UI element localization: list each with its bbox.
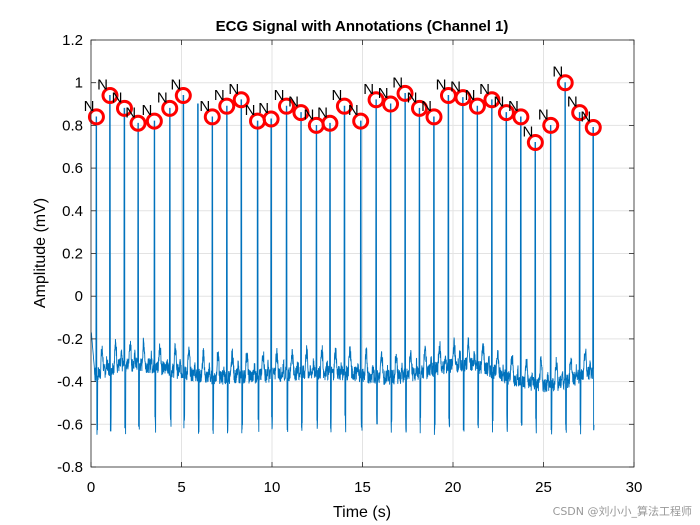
annotation-marker (584, 119, 602, 137)
annotation-label: N (494, 94, 505, 111)
annotation-marker (352, 112, 370, 130)
y-tick-label: 0.6 (62, 160, 83, 177)
annotation-marker (468, 97, 486, 115)
annotation-label: N (392, 74, 403, 91)
annotation-label: N (112, 89, 123, 106)
annotation-marker (542, 116, 560, 134)
annotation-marker (396, 84, 414, 102)
annotation-marker (497, 104, 515, 122)
x-tick-label: 20 (445, 479, 462, 496)
annotation-label: N (199, 98, 210, 115)
annotation-label: N (580, 109, 591, 126)
annotation-marker (425, 108, 443, 126)
annotation-label: N (567, 94, 578, 111)
annotation-label: N (552, 64, 563, 81)
x-tick-label: 30 (626, 479, 643, 496)
annotation-label: N (84, 98, 95, 115)
annotation-label: N (332, 87, 343, 104)
annotation-marker (232, 91, 250, 109)
y-tick-label: -0.4 (57, 374, 83, 391)
ecg-signal-line (90, 82, 595, 435)
annotation-marker (174, 87, 192, 105)
annotation-marker (262, 110, 280, 128)
y-tick-label: 0.4 (62, 203, 83, 220)
annotation-label: N (142, 102, 153, 119)
y-axis-label: Amplitude (mV) (32, 198, 49, 308)
watermark: CSDN @刘小小_算法工程师 (553, 504, 692, 518)
chart-title: ECG Signal with Annotations (Channel 1) (216, 18, 509, 35)
annotation-marker (483, 91, 501, 109)
y-tick-label: 0.2 (62, 246, 83, 263)
annotation-marker (203, 108, 221, 126)
y-tick-label: -0.2 (57, 331, 83, 348)
annotation-marker (161, 99, 179, 117)
annotation-label: N (170, 77, 181, 94)
annotation-marker (454, 89, 472, 107)
annotation-label: N (479, 81, 490, 98)
x-tick-label: 10 (264, 479, 281, 496)
annotation-marker (367, 91, 385, 109)
annotation-label: N (363, 81, 374, 98)
annotation-marker (526, 133, 544, 151)
x-tick-label: 5 (177, 479, 185, 496)
y-tick-label: 1.2 (62, 32, 83, 49)
annotation-marker (571, 104, 589, 122)
x-tick-label: 15 (354, 479, 371, 496)
annotation-label: N (214, 87, 225, 104)
tick-layer: 0 5 10 15 20 25 30 -0.8 -0.6 -0.4 -0.2 0 0.2 0.4 0.6 0.… (57, 32, 642, 496)
annotation-label: N (348, 102, 359, 119)
annotation-label: N (450, 79, 461, 96)
annotation-label: N (274, 87, 285, 104)
annotation-label: N (407, 89, 418, 106)
annotation-marker (556, 74, 574, 92)
annotation-label: N (125, 104, 136, 121)
annotation-label: N (317, 104, 328, 121)
annotation-label: N (258, 100, 269, 117)
x-axis-label: Time (s) (333, 504, 391, 521)
annotation-marker (292, 104, 310, 122)
annotation-label: N (436, 77, 447, 94)
annotation-label: N (228, 81, 239, 98)
annotation-marker (87, 108, 105, 126)
annotation-label: N (465, 87, 476, 104)
annotation-marker (335, 97, 353, 115)
annotation-marker (382, 95, 400, 113)
annotation-label: N (157, 89, 168, 106)
annotation-marker (218, 97, 236, 115)
y-tick-label: 1 (75, 75, 83, 92)
y-tick-label: -0.6 (57, 416, 83, 433)
annotation-marker (129, 114, 147, 132)
annotation-label: N (288, 94, 299, 111)
annotation-marker (145, 112, 163, 130)
annotation-marker (512, 108, 530, 126)
y-tick-label: 0 (75, 288, 83, 305)
annotation-marker (277, 97, 295, 115)
x-tick-label: 0 (87, 479, 95, 496)
annotation-marker (411, 99, 429, 117)
annotation-label: N (304, 106, 315, 123)
annotation-label: N (245, 102, 256, 119)
y-tick-label: 0.8 (62, 117, 83, 134)
x-tick-label: 25 (535, 479, 552, 496)
annotation-label: N (508, 98, 519, 115)
annotation-label: N (538, 106, 549, 123)
annotation-label: N (378, 85, 389, 102)
annotation-marker (101, 87, 119, 105)
annotation-marker (115, 99, 133, 117)
annotation-label: N (523, 123, 534, 140)
annotation-label: N (97, 77, 108, 94)
annotation-marker (321, 114, 339, 132)
y-tick-label: -0.8 (57, 459, 83, 476)
signal-layer (90, 82, 595, 435)
annotation-label: N (421, 98, 432, 115)
